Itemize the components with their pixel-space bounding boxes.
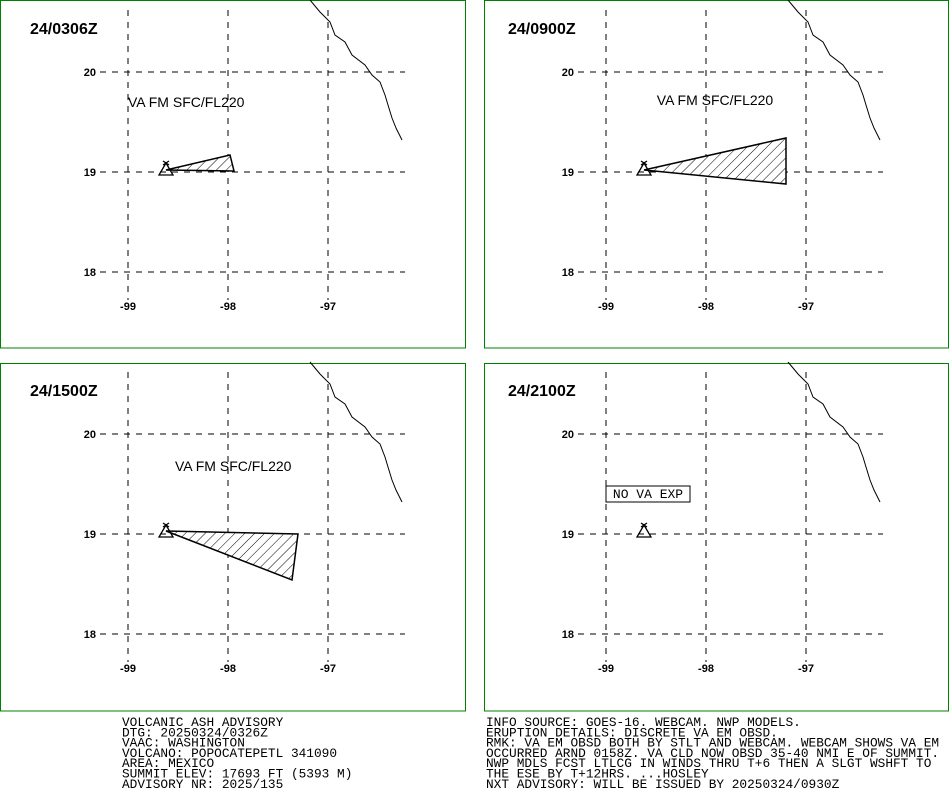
latitude-label: 19 [562,529,574,541]
valid-time: 24/0306Z [30,21,98,38]
valid-time: 24/1500Z [30,383,98,400]
latitude-label: 19 [562,167,574,179]
ash-cloud [165,530,299,582]
advisory-text-line: VAAC: WASHINGTON [122,736,245,751]
longitude-label: -99 [120,301,136,313]
advisory-text-line: NXT ADVISORY: WILL BE ISSUED BY 20250324… [486,777,840,792]
ash-level-label: VA FM SFC/FL220 [175,458,292,474]
latitude-label: 18 [562,629,574,641]
latitude-label: 19 [84,529,96,541]
advisory-text-line: INFO SOURCE: GOES-16. WEBCAM. NWP MODELS… [486,715,801,730]
latitude-label: 20 [84,67,96,79]
panel-border [484,0,949,349]
advisory-text-line: VOLCANIC ASH ADVISORY [122,715,284,730]
advisory-text-line: AREA: MEXICO [122,756,214,771]
longitude-label: -98 [698,663,714,675]
advisory-text-line: RMK: VA EM OBSD BOTH BY STLT AND WEBCAM.… [486,736,939,751]
advisory-text-line: OCCURRED ARND 0158Z. VA CLD NOW OBSD 35-… [486,746,939,761]
no-va-label: NO VA EXP [613,487,683,502]
advisory-text-line: THE ESE BY T+12HRS. ...HOSLEY [486,767,709,782]
no-va-box [605,485,691,503]
longitude-label: -97 [798,301,814,313]
longitude-label: -99 [120,663,136,675]
panel-border [0,363,466,712]
advisory-text-line: NWP MDLS FCST LTLCG IN WINDS THRU T+6 TH… [486,756,932,771]
map-panel: -99 -98 -97 18 19 20 24/2100Z NO VA EXP [484,361,949,712]
advisory-text-line: DTG: 20250324/0326Z [122,725,268,740]
ash-level-label: VA FM SFC/FL220 [657,92,774,108]
advisory-text-line: ADVISORY NR: 2025/135 [122,777,283,792]
ash-cloud [643,137,787,185]
latitude-label: 20 [562,67,574,79]
longitude-label: -97 [320,663,336,675]
coastline [309,361,403,503]
latitude-label: 18 [562,267,574,279]
advisory-text-line: ERUPTION DETAILS: DISCRETE VA EM OBSD. [486,725,778,740]
longitude-label: -99 [598,301,614,313]
coastline [787,0,881,141]
advisory-text-line: SUMMIT ELEV: 17693 FT (5393 M) [122,767,352,782]
latitude-label: 18 [84,267,96,279]
coastline [787,361,881,503]
latitude-label: 20 [562,429,574,441]
latitude-label: 18 [84,629,96,641]
longitude-label: -98 [220,663,236,675]
latitude-label: 20 [84,429,96,441]
longitude-label: -97 [320,301,336,313]
latitude-label: 19 [84,167,96,179]
volcano-symbol [157,522,175,538]
map-panel: -99 -98 -97 18 19 20 24/0900Z VA FM SFC/FL220 [484,0,949,349]
longitude-label: -99 [598,663,614,675]
advisory-text-line: VOLCANO: POPOCATEPETL 341090 [122,746,337,761]
panel-border [0,0,466,349]
map-panel: -99 -98 -97 18 19 20 24/0306Z VA FM SFC/FL220 [0,0,466,349]
volcano-symbol [635,522,653,538]
coastline [309,0,403,141]
longitude-label: -98 [698,301,714,313]
valid-time: 24/2100Z [508,383,576,400]
volcano-symbol [157,160,175,176]
longitude-label: -98 [220,301,236,313]
panel-border [484,363,949,712]
longitude-label: -97 [798,663,814,675]
valid-time: 24/0900Z [508,21,576,38]
map-panel: -99 -98 -97 18 19 20 24/1500Z VA FM SFC/FL220 [0,361,466,712]
ash-cloud [165,154,235,172]
ash-level-label: VA FM SFC/FL220 [128,94,245,110]
volcano-symbol [635,160,653,176]
